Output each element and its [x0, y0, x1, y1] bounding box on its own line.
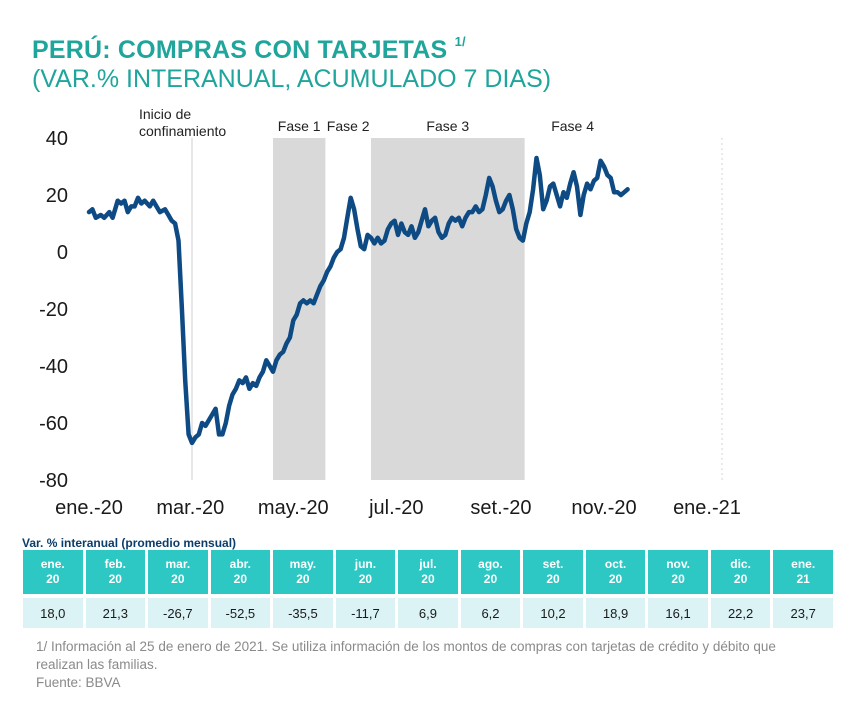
header-month: mar.: [165, 557, 191, 571]
table-value-cell: -11,7: [335, 598, 396, 628]
annotation-line-2: confinamiento: [139, 123, 226, 139]
y-tick-label: 40: [46, 128, 68, 150]
phase-shade: [370, 138, 525, 480]
chart-subtitle: (VAR.% INTERANUAL, ACUMULADO 7 DIAS): [32, 65, 552, 93]
table-value-cell: 10,2: [523, 598, 583, 628]
phase-label: Fase 1: [278, 118, 321, 134]
table-header-cell: ago. 20: [460, 550, 521, 594]
table-value-cell: 16,1: [648, 598, 708, 628]
header-year: 20: [296, 572, 310, 586]
x-tick-label: nov.-20: [571, 497, 636, 519]
table-value-cell: 22,2: [710, 598, 771, 628]
table-header-cell: ene. 20: [23, 550, 83, 594]
table-header-cell: dic. 20: [710, 550, 771, 594]
table-caption: Var. % interanual (promedio mensual): [22, 536, 237, 550]
chart-title: PERÚ: COMPRAS CON TARJETAS 1/: [32, 34, 466, 65]
table-header-cell: ene. 21: [773, 550, 833, 594]
y-tick-label: -60: [39, 413, 68, 435]
table-header-cell: mar. 20: [148, 550, 208, 594]
header-year: 20: [233, 572, 248, 586]
header-month: may.: [289, 557, 317, 571]
y-tick-label: -40: [39, 356, 68, 378]
card-purchases-series-line: [86, 155, 630, 446]
header-year: 20: [483, 572, 498, 586]
phase-label: Fase 3: [426, 118, 469, 134]
x-tick-label: mar.-20: [156, 497, 224, 519]
y-tick-label: 0: [57, 242, 68, 264]
x-tick-label: may.-20: [258, 497, 329, 519]
header-year: 20: [108, 572, 122, 586]
x-tick-label: jul.-20: [368, 497, 423, 519]
header-year: 20: [608, 572, 623, 586]
table-value-cell: 23,7: [773, 598, 833, 628]
header-year: 20: [546, 572, 560, 586]
table-header-cell: abr. 20: [210, 550, 271, 594]
x-tick-label: set.-20: [470, 497, 531, 519]
header-year: 20: [733, 572, 748, 586]
line-chart: Fase 1 Fase 2 Fase 3 Fase 4 Inicio deconfin…: [39, 106, 741, 519]
x-tick-label: ene.-21: [673, 497, 741, 519]
header-year: 20: [46, 572, 60, 586]
table-header-cell: set. 20: [523, 550, 583, 594]
table-header-cell: oct. 20: [585, 550, 646, 594]
table-value-cell: 6,9: [398, 598, 458, 628]
title-footnote-marker: 1/: [454, 34, 466, 49]
table-value-cell: -35,5: [273, 598, 333, 628]
header-month: jul.: [419, 557, 437, 571]
header-month: ene.: [791, 557, 816, 571]
table-header-cell: feb. 20: [85, 550, 146, 594]
header-month: oct.: [604, 557, 627, 571]
header-month: abr.: [229, 557, 252, 571]
table-header-cell: nov. 20: [648, 550, 708, 594]
y-tick-label: -20: [39, 299, 68, 321]
chart-title-text: PERÚ: COMPRAS CON TARJETAS: [32, 36, 448, 64]
header-month: nov.: [666, 557, 690, 571]
header-year: 21: [796, 572, 810, 586]
table-value-cell: -52,5: [210, 598, 271, 628]
header-month: set.: [542, 557, 564, 571]
source-text: Fuente: BBVA: [36, 675, 121, 690]
phase-label: Fase 2: [327, 118, 370, 134]
table-value-cell: 6,2: [460, 598, 521, 628]
monthly-variation-table: ene. 20 feb. 20 mar. 20 abr. 20 may. 20 jun. 20 jul.…: [20, 550, 836, 628]
table-value-cell: -26,7: [148, 598, 208, 628]
header-month: ene.: [40, 557, 65, 571]
header-year: 20: [421, 572, 435, 586]
table-value-cell: 21,3: [85, 598, 146, 628]
header-year: 20: [358, 572, 373, 586]
header-month: jun.: [354, 557, 377, 571]
y-tick-label: -80: [39, 470, 68, 492]
footnote: 1/ Información al 25 de enero de 2021. S…: [36, 638, 826, 692]
header-month: dic.: [730, 557, 751, 571]
footnote-text: 1/ Información al 25 de enero de 2021. S…: [36, 639, 776, 672]
y-tick-label: 20: [46, 185, 68, 207]
table-header-cell: jun. 20: [335, 550, 396, 594]
header-year: 20: [171, 572, 185, 586]
x-tick-label: ene.-20: [55, 497, 123, 519]
header-year: 20: [671, 572, 685, 586]
annotation-line-1: Inicio de: [139, 106, 191, 122]
header-month: ago.: [478, 557, 503, 571]
table-value-cell: 18,9: [585, 598, 646, 628]
phase-label: Fase 4: [551, 118, 594, 134]
table-value-cell: 18,0: [23, 598, 83, 628]
table-header-cell: jul. 20: [398, 550, 458, 594]
header-month: feb.: [104, 557, 126, 571]
table-header-cell: may. 20: [273, 550, 333, 594]
